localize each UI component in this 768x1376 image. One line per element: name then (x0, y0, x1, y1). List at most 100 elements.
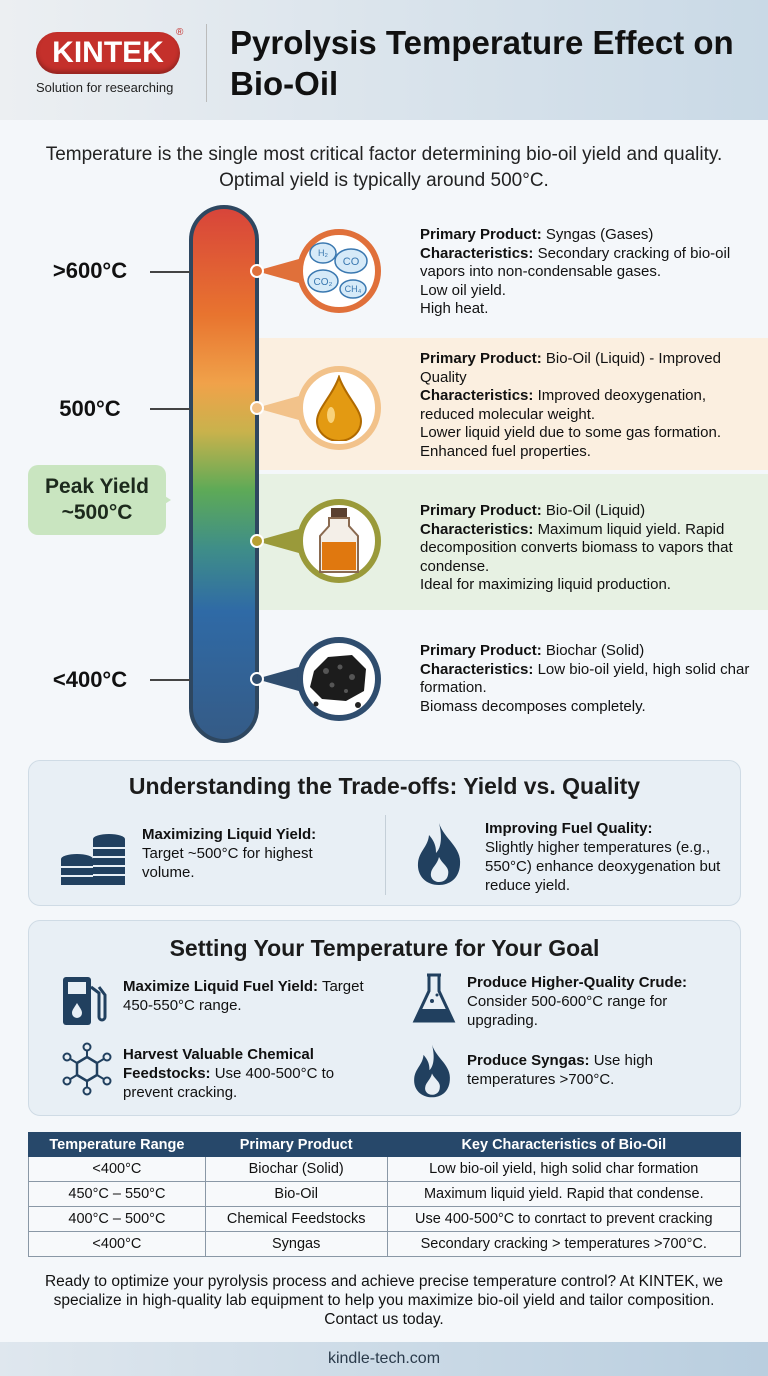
svg-text:CH₄: CH₄ (345, 284, 362, 294)
temp-label-low: <400°C (52, 667, 128, 692)
pointer-beam (256, 257, 306, 285)
column-header: Temperature Range (28, 1132, 206, 1157)
item-text: Use high temperatures >700°C. (467, 1052, 653, 1088)
stage-description: Primary Product: Bio-Oil (Liquid) Charact… (420, 502, 760, 595)
item-title: Harvest Valuable Chemical Feedstocks: (123, 1046, 314, 1082)
item-text: Consider 500-600°C range for upgrading. (467, 993, 668, 1029)
goal-item: Produce Syngas: Use high temperatures >7… (467, 1051, 722, 1089)
temp-marker (250, 401, 264, 415)
characteristics: Maximum liquid yield. Rapid decompositio… (420, 520, 733, 575)
pointer-beam (256, 665, 306, 693)
tradeoff-quality: Improving Fuel Quality: Slightly higher t… (485, 819, 735, 895)
call-to-action: Ready to optimize your pyrolysis process… (44, 1273, 723, 1328)
table-cell: Low bio-oil yield, high solid char forma… (386, 1156, 742, 1182)
flame-icon (409, 1043, 455, 1104)
table-row: 400°C – 500°C Chemical Feedstocks Use 400-… (28, 1206, 742, 1232)
flask-icon (409, 971, 459, 1032)
item-title: Maximize Liquid Fuel Yield: (123, 978, 319, 995)
label: Primary Product: (420, 642, 542, 659)
temp-marker (250, 534, 264, 548)
table-cell: Maximum liquid yield. Rapid that condens… (386, 1181, 742, 1207)
tick (150, 408, 190, 410)
peak-label: Peak Yield (45, 475, 149, 498)
characteristics: Low bio-oil yield, high solid char forma… (420, 660, 750, 697)
tick (150, 271, 190, 273)
label: Primary Product: (420, 350, 542, 367)
goal-item: Produce Higher-Quality Crude: Consider 5… (467, 973, 722, 1030)
characteristic-note: High heat. (420, 300, 489, 317)
tradeoffs-title: Understanding the Trade-offs: Yield vs. … (128, 773, 641, 799)
stage-description: Primary Product: Bio-Oil (Liquid) - Impr… (420, 350, 760, 461)
table-cell: Secondary cracking > temperatures >700°C… (386, 1231, 742, 1257)
table-row: <400°C Biochar (Solid) Low bio-oil yield, … (28, 1156, 742, 1182)
tick (150, 679, 190, 681)
item-title: Improving Fuel Quality: (485, 820, 653, 837)
flame-icon (414, 821, 464, 892)
label: Characteristics: (420, 387, 534, 404)
stage-description: Primary Product: Syngas (Gases) Character… (420, 226, 760, 319)
item-title: Produce Higher-Quality Crude: (467, 974, 688, 991)
pointer-beam (256, 394, 306, 422)
goal-item: Harvest Valuable Chemical Feedstocks: Us… (123, 1045, 378, 1102)
temp-marker (250, 672, 264, 686)
oil-drop-icon (297, 366, 381, 450)
biochar-icon (297, 637, 381, 721)
tradeoffs-panel: Understanding the Trade-offs: Yield vs. … (28, 760, 741, 906)
oil-bottle-icon (297, 499, 381, 583)
pointer-beam (256, 527, 306, 555)
characteristic-note: Biomass decomposes completely. (420, 697, 646, 715)
primary-product: Biochar (Solid) (545, 642, 645, 659)
table-cell: Syngas (204, 1231, 388, 1257)
table-cell: Biochar (Solid) (204, 1156, 388, 1182)
item-text: Target ~500°C for highest volume. (142, 845, 313, 881)
item-title: Produce Syngas: (467, 1052, 590, 1069)
gas-clouds-icon: H₂ CO CO₂ CH₄ (297, 229, 381, 313)
label: Characteristics: (420, 244, 534, 262)
stage-description: Primary Product: Biochar (Solid) Characte… (420, 642, 760, 716)
goals-title: Setting Your Temperature for Your Goal (169, 935, 600, 961)
label: Characteristics: (420, 520, 534, 538)
table-cell: <400°C (28, 1156, 206, 1182)
item-text: Target 450-550°C range. (123, 978, 364, 1014)
temp-label-high: >600°C (52, 258, 128, 283)
label: Primary Product: (420, 226, 542, 243)
label: Primary Product: (420, 502, 542, 519)
label: Characteristics: (420, 660, 534, 678)
table-cell: 450°C – 550°C (28, 1181, 206, 1207)
kintek-logo: KINTEK (36, 32, 180, 74)
item-text: Use 400-500°C to prevent cracking. (123, 1065, 335, 1101)
thermometer (189, 205, 259, 743)
table-cell: Chemical Feedstocks (204, 1206, 388, 1232)
temp-label-mid: 500°C (59, 396, 121, 421)
summary-table: Temperature Range Primary Product Key Char… (28, 1132, 742, 1257)
footer-link[interactable]: kindle-tech.com (0, 1342, 768, 1376)
registered-mark: ® (176, 27, 184, 38)
tradeoff-yield: Maximizing Liquid Yield: Target ~500°C fo… (142, 825, 362, 882)
table-cell: 400°C – 500°C (28, 1206, 206, 1232)
characteristics: Improved deoxygenation, reduced molecula… (420, 387, 707, 423)
coins-stack-icon (59, 829, 129, 899)
characteristic-note: Low oil yield. (420, 281, 506, 299)
svg-text:CO: CO (343, 256, 360, 268)
item-title: Maximizing Liquid Yield: (142, 826, 317, 843)
divider (206, 24, 207, 102)
intro-text: Temperature is the single most critical … (45, 144, 723, 191)
table-cell: Use 400-500°C to conrtact to prevent cra… (386, 1206, 742, 1232)
page-title: Pyrolysis Temperature Effect on Bio-Oil (230, 24, 734, 102)
characteristic-note: Ideal for maximizing liquid production. (420, 576, 671, 593)
peak-value: ~500°C (61, 501, 133, 524)
tagline: Solution for researching (36, 80, 174, 95)
table-row: 450°C – 550°C Bio-Oil Maximum liquid yield… (28, 1181, 742, 1207)
table-cell: <400°C (28, 1231, 206, 1257)
goals-panel: Setting Your Temperature for Your Goal M… (28, 920, 741, 1116)
characteristics: Secondary cracking of bio-oil vapors int… (420, 244, 731, 281)
primary-product: Bio-Oil (Liquid) (545, 502, 646, 519)
characteristic-note: Enhanced fuel properties. (420, 442, 591, 460)
temp-marker (250, 264, 264, 278)
divider (385, 815, 386, 895)
item-text: Slightly higher temperatures (e.g., 550°… (485, 839, 721, 894)
molecule-icon (59, 1041, 115, 1102)
column-header: Key Characteristics of Bio-Oil (386, 1132, 742, 1157)
svg-text:CO₂: CO₂ (314, 277, 333, 288)
table-cell: Bio-Oil (204, 1181, 388, 1207)
